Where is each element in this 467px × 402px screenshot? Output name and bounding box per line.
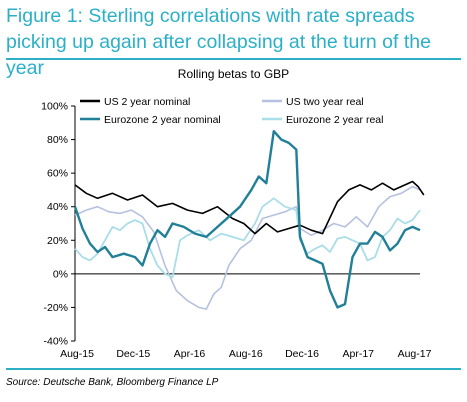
- axes: -40% -20% 0% 20% 40% 60% 80% 100% Aug-15 Dec-15 Ap…: [41, 101, 431, 361]
- y-tick-label: -20%: [43, 302, 68, 314]
- y-tick-label: 0%: [53, 268, 68, 280]
- legend-label: Eurozone 2 year real: [286, 114, 383, 126]
- y-tick-label: 20%: [47, 235, 68, 247]
- y-tick-label: 40%: [47, 201, 68, 213]
- legend-label: US two year real: [286, 96, 364, 108]
- bottom-rule: [6, 368, 461, 370]
- x-tick-label: Dec-16: [285, 348, 319, 360]
- series-line: [73, 130, 421, 309]
- figure-title: Figure 1: Sterling correlations with rat…: [6, 5, 431, 79]
- x-tick-label: Dec-15: [116, 348, 150, 360]
- x-tick-label: Aug-16: [229, 348, 263, 360]
- chart-title: Rolling betas to GBP: [177, 67, 290, 81]
- series-line: [74, 185, 421, 310]
- x-tick-label: Apr-16: [174, 348, 206, 360]
- legend: US 2 year nominal US two year real Eurozon…: [80, 96, 383, 126]
- y-tick-label: 60%: [47, 168, 68, 180]
- legend-label: Eurozone 2 year nominal: [104, 114, 221, 126]
- source-note: Source: Deutsche Bank, Bloomberg Finance…: [6, 377, 219, 388]
- top-rule: [6, 58, 461, 60]
- series-line: [74, 197, 421, 279]
- y-tick-label: -40%: [43, 336, 68, 348]
- x-tick-label: Aug-15: [60, 348, 94, 360]
- x-tick-label: Apr-17: [342, 348, 374, 360]
- y-tick-label: 80%: [47, 134, 68, 146]
- series-lines: [73, 130, 425, 310]
- x-tick-label: Aug-17: [398, 348, 432, 360]
- legend-label: US 2 year nominal: [104, 96, 190, 108]
- series-line: [74, 180, 425, 235]
- line-chart: -40% -20% 0% 20% 40% 60% 80% 100% Aug-15 Dec-15 Ap…: [41, 96, 431, 361]
- y-tick-label: 100%: [41, 101, 68, 113]
